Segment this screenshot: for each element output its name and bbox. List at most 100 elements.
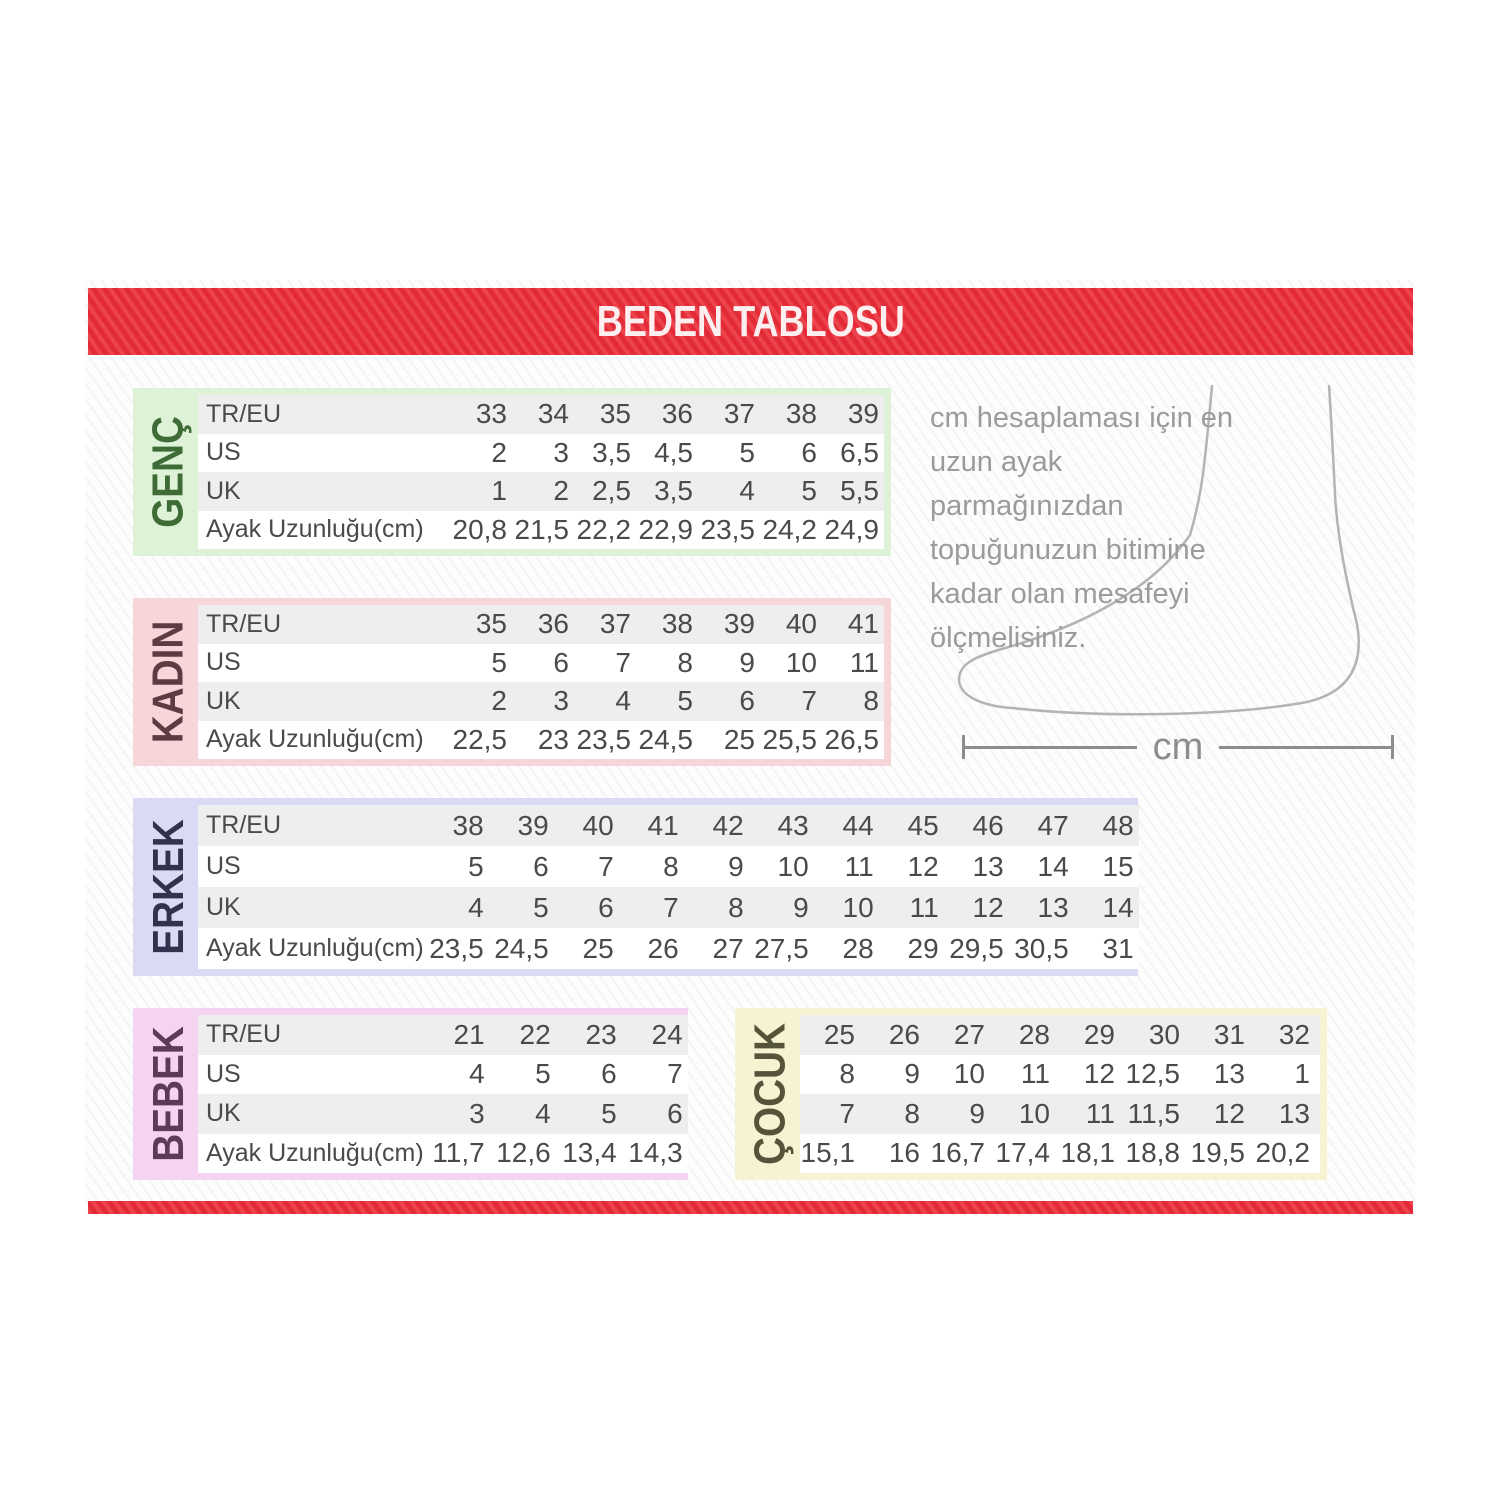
size-cell: 2 xyxy=(553,475,569,507)
size-table-cocuk: ÇOCUK 25 26 27 28 29 30 31 32 8 9 10 11 12 12,5 13 1 7 8 9… xyxy=(735,1008,1327,1180)
table-label: GENÇ xyxy=(144,416,193,528)
size-cell: 25 xyxy=(723,723,755,755)
size-cell: 38 xyxy=(785,398,817,430)
size-table-kadin: KADIN TR/EU 35 36 37 38 39 40 41 US 5 6 7 8 9 10 11 UK 2 3… xyxy=(133,598,891,766)
size-cell: 22,2 xyxy=(576,513,632,545)
size-cell: 14 xyxy=(1037,850,1069,882)
table-label-strip: ERKEK xyxy=(140,805,198,969)
size-cell: 8 xyxy=(863,685,879,717)
size-cell: 18,8 xyxy=(1125,1137,1181,1169)
table-row: TR/EU 38 39 40 41 42 43 44 45 46 47 48 xyxy=(198,805,1139,846)
size-cell: 11 xyxy=(844,850,874,882)
size-cell: 25 xyxy=(823,1018,855,1050)
size-cell: 4 xyxy=(615,685,631,717)
size-cell: 6 xyxy=(739,685,755,717)
size-cell: 38 xyxy=(452,809,484,841)
size-cell: 22,9 xyxy=(638,513,694,545)
size-cell: 5 xyxy=(677,685,693,717)
size-cell: 6 xyxy=(533,850,549,882)
size-cell: 29 xyxy=(1083,1018,1115,1050)
size-cell: 3 xyxy=(553,685,569,717)
table-grid: 25 26 27 28 29 30 31 32 8 9 10 11 12 12,5 13 1 7 8 9 10 11 11… xyxy=(800,1015,1320,1173)
table-row: US 5 6 7 8 9 10 11 12 13 14 15 xyxy=(198,846,1139,887)
size-cell: 13,4 xyxy=(562,1137,617,1169)
size-cell: 17,4 xyxy=(995,1137,1051,1169)
row-label: UK xyxy=(206,476,241,505)
size-cell: 36 xyxy=(537,608,569,640)
size-cell: 8 xyxy=(904,1097,920,1129)
table-label-strip: BEBEK xyxy=(140,1015,198,1173)
row-label: UK xyxy=(206,1099,241,1128)
row-label: TR/EU xyxy=(206,1020,281,1049)
size-cell: 11 xyxy=(849,646,879,678)
row-label: UK xyxy=(206,686,241,715)
size-cell: 14 xyxy=(1102,891,1134,923)
size-cell: 25 xyxy=(582,932,614,964)
table-row: TR/EU 33 34 35 36 37 38 39 xyxy=(198,395,884,434)
table-row: UK 4 5 6 7 8 9 10 11 12 13 14 xyxy=(198,887,1139,928)
size-cell: 44 xyxy=(842,809,874,841)
size-cell: 1 xyxy=(1294,1058,1310,1090)
table-row: Ayak Uzunluğu(cm) 11,7 12,6 13,4 14,3 xyxy=(198,1133,688,1173)
size-cell: 9 xyxy=(728,850,744,882)
size-cell: 23,5 xyxy=(576,723,632,755)
row-label: TR/EU xyxy=(206,399,281,428)
size-cell: 39 xyxy=(847,398,879,430)
measure-segment xyxy=(1219,745,1391,749)
size-cell: 22 xyxy=(519,1018,551,1050)
size-cell: 8 xyxy=(677,646,693,678)
size-cell: 10 xyxy=(842,891,874,923)
size-cell: 20,2 xyxy=(1255,1137,1311,1169)
size-cell: 5 xyxy=(533,891,549,923)
table-row: Ayak Uzunluğu(cm) 20,8 21,5 22,2 22,9 23,5 24,… xyxy=(198,510,884,549)
size-cell: 6 xyxy=(667,1097,683,1129)
size-cell: 11 xyxy=(1020,1058,1050,1090)
size-cell: 16 xyxy=(888,1137,920,1169)
size-cell: 6 xyxy=(598,891,614,923)
size-cell: 7 xyxy=(839,1097,855,1129)
size-cell: 37 xyxy=(599,608,631,640)
size-cell: 18,1 xyxy=(1060,1137,1116,1169)
size-cell: 36 xyxy=(661,398,693,430)
size-cell: 1 xyxy=(491,475,507,507)
size-cell: 13 xyxy=(1213,1058,1245,1090)
size-cell: 24,9 xyxy=(824,513,880,545)
size-cell: 20,8 xyxy=(452,513,508,545)
size-cell: 19,5 xyxy=(1190,1137,1246,1169)
row-label: Ayak Uzunluğu(cm) xyxy=(206,1138,424,1167)
row-label: US xyxy=(206,1059,241,1088)
size-table-erkek: ERKEK TR/EU 38 39 40 41 42 43 44 45 46 47 48 US 5 6 7 8 9… xyxy=(133,798,1139,976)
size-cell: 15,1 xyxy=(800,1137,856,1169)
size-table-bebek: BEBEK TR/EU 21 22 23 24 US 4 5 6 7 UK 3 4 5 6 Ayak Uzun… xyxy=(133,1008,688,1180)
size-cell: 10 xyxy=(777,850,809,882)
size-cell: 8 xyxy=(839,1058,855,1090)
table-grid: TR/EU 21 22 23 24 US 4 5 6 7 UK 3 4 5 6 Ayak Uzunluğu(c… xyxy=(198,1015,688,1173)
size-cell: 8 xyxy=(728,891,744,923)
size-cell: 41 xyxy=(847,608,879,640)
size-cell: 5,5 xyxy=(840,475,879,507)
table-row: Ayak Uzunluğu(cm) 22,5 23 23,5 24,5 25 25,5 26,… xyxy=(198,720,884,759)
foot-outline-icon xyxy=(957,384,1360,716)
size-cell: 29 xyxy=(907,932,939,964)
size-cell: 3,5 xyxy=(654,475,693,507)
size-cell: 26 xyxy=(647,932,679,964)
page-title: BEDEN TABLOSU xyxy=(596,296,905,346)
table-row: 15,1 16 16,7 17,4 18,1 18,8 19,5 20,2 xyxy=(800,1133,1320,1173)
size-cell: 12 xyxy=(1213,1097,1245,1129)
size-cell: 2 xyxy=(491,685,507,717)
measure-instructions: cm hesaplaması için en uzun ayak parmağı… xyxy=(930,402,1234,655)
row-label: US xyxy=(206,648,241,677)
table-label: ERKEK xyxy=(144,819,193,955)
size-cell: 30 xyxy=(1148,1018,1180,1050)
title-banner: BEDEN TABLOSU xyxy=(88,288,1413,355)
measure-tick-right xyxy=(1391,735,1394,759)
size-cell: 12,6 xyxy=(496,1137,551,1169)
size-cell: 34 xyxy=(537,398,569,430)
size-cell: 33 xyxy=(475,398,507,430)
size-cell: 11,7 xyxy=(432,1137,485,1169)
size-cell: 9 xyxy=(904,1058,920,1090)
measure-tick-left xyxy=(962,735,965,759)
size-cell: 32 xyxy=(1278,1018,1310,1050)
row-label: US xyxy=(206,852,241,880)
